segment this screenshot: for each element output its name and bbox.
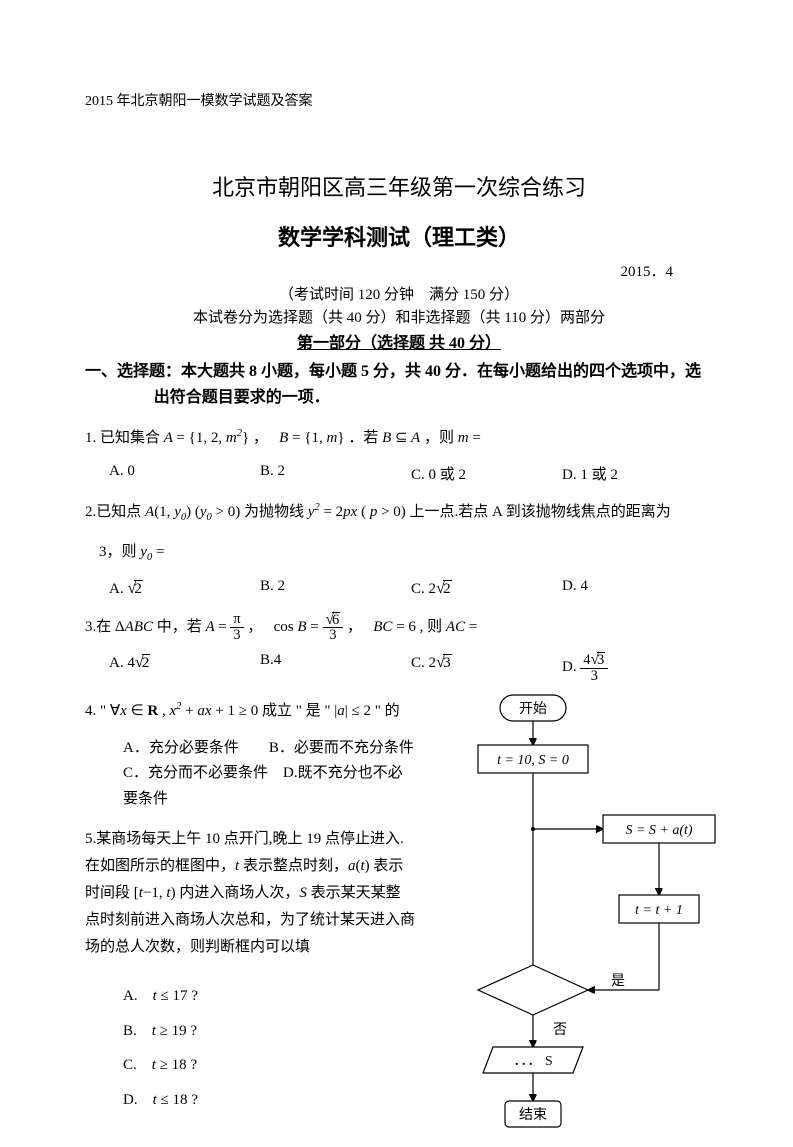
exam-info: （考试时间 120 分钟 满分 150 分） — [85, 283, 713, 304]
q2-optC: C. 2√2 — [411, 578, 562, 598]
fc-yes: 是 — [611, 974, 625, 989]
question-5: 5.某商场每天上午 10 点开门,晚上 19 点停止进入. 在如图所示的框图中，… — [85, 826, 415, 961]
q1-setA: A = {1, 2, m2} — [164, 430, 249, 446]
q5-optB: B. t ≥ 19 ? — [123, 1014, 415, 1049]
q4-body: " ∀x ∈ R , x2 + ax + 1 ≥ 0 成立 " 是 " |a| … — [100, 703, 400, 719]
q5-optD: D. t ≤ 18 ? — [123, 1083, 415, 1118]
q4-num: 4. — [85, 703, 96, 719]
q1-optB: B. 2 — [260, 463, 411, 484]
q4-optC: C．充分而不必要条件 — [123, 765, 268, 781]
q3-num: 3. — [85, 618, 96, 634]
q1-mid: ．若 B ⊆ A ，则 m = — [348, 430, 481, 446]
q3-optC: C. 2√3 — [411, 652, 562, 683]
fc-end: 结束 — [519, 1107, 547, 1123]
q2-optA: A. √2 — [109, 578, 260, 598]
q1-pre: 已知集合 — [100, 430, 164, 446]
q3-optB: B.4 — [260, 652, 411, 683]
question-4: 4. " ∀x ∈ R , x2 + ax + 1 ≥ 0 成立 " 是 " |… — [85, 697, 415, 726]
q1-optD: D. 1 或 2 — [562, 463, 713, 484]
q2-num: 2. — [85, 504, 96, 520]
question-3: 3.在 ΔABC 中，若 A = π3 ， cos B = √63 ， BC =… — [85, 612, 713, 643]
q3-c1: ， — [247, 618, 255, 634]
instructions: 一、选择题：本大题共 8 小题，每小题 5 分，共 40 分．在每小题给出的四个… — [85, 359, 713, 410]
q2-parabola: y2 = 2px ( p > 0) — [308, 504, 406, 520]
q2-l1post: 上一点.若点 A 到该抛物线焦点的距离为 — [410, 504, 671, 520]
q2-optD: D. 4 — [562, 578, 713, 598]
q5-text: 某商场每天上午 10 点开门,晚上 19 点停止进入. 在如图所示的框图中，t … — [85, 831, 415, 955]
title-main: 北京市朝阳区高三年级第一次综合练习 — [85, 170, 713, 202]
q5-num: 5. — [85, 831, 96, 847]
q3-text: 在 ΔABC 中，若 — [96, 618, 205, 634]
q2-point: A(1, y0) (y0 > 0) — [145, 504, 240, 520]
q2-optB: B. 2 — [260, 578, 411, 598]
fc-sum: S = S + a(t) — [625, 823, 692, 838]
q4-options: A．充分必要条件 B．必要而不充分条件 C．充分而不必要条件 D.既不充分也不必… — [85, 736, 415, 813]
fc-init: t = 10, S = 0 — [497, 753, 569, 768]
q1-num: 1. — [85, 430, 96, 446]
fc-start: 开始 — [519, 701, 547, 717]
section-header: 第一部分（选择题 共 40 分） — [85, 329, 713, 353]
q2-options: A. √2 B. 2 C. 2√2 D. 4 — [85, 578, 713, 598]
fc-inc: t = t + 1 — [635, 903, 683, 918]
q3-end: , 则 AC = — [420, 618, 478, 634]
title-sub: 数学学科测试（理工类） — [85, 220, 713, 252]
q3-c2: ， — [347, 618, 355, 634]
q1-options: A. 0 B. 2 C. 0 或 2 D. 1 或 2 — [85, 463, 713, 484]
exam-date: 2015．4 — [85, 260, 713, 281]
q4-optA: A．充分必要条件 — [123, 740, 239, 756]
flowchart: 开始 t = 10, S = 0 S = S + a(t) t = t + 1 — [463, 687, 723, 1147]
q5-optA: A. t ≤ 17 ? — [123, 979, 415, 1014]
q3-optA: A. 4√2 — [109, 652, 260, 683]
fc-no: 否 — [553, 1023, 567, 1038]
page-header: 2015 年北京朝阳一模数学试题及答案 — [85, 90, 713, 110]
q1-comma: ， — [253, 430, 261, 446]
q3-optD: D. 4√33 — [562, 652, 713, 683]
q3-options: A. 4√2 B.4 C. 2√3 D. 4√33 — [85, 652, 713, 683]
q5-optC: C. t ≥ 18 ? — [123, 1048, 415, 1083]
question-2: 2.已知点 A(1, y0) (y0 > 0) 为抛物线 y2 = 2px ( … — [85, 498, 713, 528]
q1-optC: C. 0 或 2 — [411, 463, 562, 484]
q3-eqBC: BC = 6 — [373, 618, 416, 634]
q3-eqB: cos B = — [274, 618, 323, 634]
q2-l1pre: 已知点 — [96, 504, 145, 520]
question-1: 1. 已知集合 A = {1, 2, m2} ， B = {1, m} ．若 B… — [85, 424, 713, 453]
fc-output: ．．． S — [513, 1054, 552, 1069]
q1-optA: A. 0 — [109, 463, 260, 484]
q2-l1mid: 为抛物线 — [244, 504, 308, 520]
parts-info: 本试卷分为选择题（共 40 分）和非选择题（共 110 分）两部分 — [85, 306, 713, 327]
q3-eqA: A = — [206, 618, 231, 634]
q1-setB: B = {1, m} — [279, 430, 344, 446]
q2-line2: 3，则 y0 = — [85, 538, 713, 568]
q5-options: A. t ≤ 17 ? B. t ≥ 19 ? C. t ≥ 18 ? D. t… — [85, 979, 415, 1117]
q4-optB: B．必要而不充分条件 — [269, 740, 414, 756]
